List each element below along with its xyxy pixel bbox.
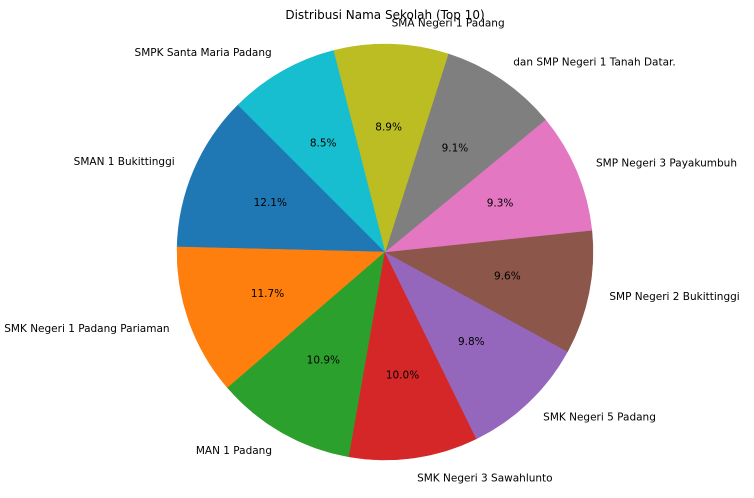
slice-label-smk-negeri-5-padang: SMK Negeri 5 Padang bbox=[543, 411, 656, 423]
pie-labels: 12.1% SMAN 1 Bukittinggi 11.7% SMK Negeri 1… bbox=[4, 17, 739, 484]
pct-label-smpk-santa-maria-padang: 8.5% bbox=[310, 138, 337, 150]
pie-slice-smpk-santa-maria-padang bbox=[237, 50, 386, 253]
slice-label-smpk-santa-maria-padang: SMPK Santa Maria Padang bbox=[135, 47, 272, 59]
pie-slice-smk-negeri-3-sawahlunto bbox=[348, 251, 477, 461]
pie-slice-smp-negeri-2-bukittinggi bbox=[384, 230, 594, 352]
slice-label-smp-negeri-2-bukittinggi: SMP Negeri 2 Bukittinggi bbox=[609, 291, 739, 303]
pie-slice-sma-negeri-1-padang bbox=[333, 43, 449, 253]
pct-label-dan-smp-negeri-1-tanah-datar: 9.1% bbox=[442, 143, 469, 155]
pct-label-smk-negeri-1-padang-pariaman: 11.7% bbox=[251, 288, 284, 300]
pct-label-smk-negeri-3-sawahlunto: 10.0% bbox=[386, 370, 419, 382]
pie-slice-smk-negeri-1-padang-pariaman bbox=[176, 246, 386, 389]
pct-label-smp-negeri-2-bukittinggi: 9.6% bbox=[494, 270, 521, 282]
slice-label-sman-1-bukittinggi: SMAN 1 Bukittinggi bbox=[74, 156, 175, 168]
slice-label-smk-negeri-1-padang-pariaman: SMK Negeri 1 Padang Pariaman bbox=[4, 323, 169, 335]
pct-label-sman-1-bukittinggi: 12.1% bbox=[254, 197, 287, 209]
pct-label-sma-negeri-1-padang: 8.9% bbox=[375, 121, 402, 133]
pie-slices bbox=[176, 43, 594, 461]
pie-slice-man-1-padang bbox=[227, 251, 386, 458]
slice-label-dan-smp-negeri-1-tanah-datar: dan SMP Negeri 1 Tanah Datar. bbox=[513, 57, 675, 69]
pie-slice-sman-1-bukittinggi bbox=[176, 104, 386, 253]
slice-label-sma-negeri-1-padang: SMA Negeri 1 Padang bbox=[392, 17, 505, 29]
slice-label-man-1-padang: MAN 1 Padang bbox=[196, 445, 272, 457]
pie-slice-smk-negeri-5-padang bbox=[384, 251, 568, 440]
pie-slice-smp-negeri-3-payakumbuh bbox=[384, 119, 593, 253]
pie-slice-dan-smp-negeri-1-tanah-datar bbox=[384, 53, 546, 253]
pct-label-man-1-padang: 10.9% bbox=[307, 355, 340, 367]
slice-label-smp-negeri-3-payakumbuh: SMP Negeri 3 Payakumbuh bbox=[596, 158, 737, 170]
pct-label-smk-negeri-5-padang: 9.8% bbox=[458, 336, 485, 348]
slice-label-smk-negeri-3-sawahlunto: SMK Negeri 3 Sawahlunto bbox=[417, 473, 553, 485]
pct-label-smp-negeri-3-payakumbuh: 9.3% bbox=[487, 198, 514, 210]
chart-title: Distribusi Nama Sekolah (Top 10) bbox=[285, 8, 484, 22]
